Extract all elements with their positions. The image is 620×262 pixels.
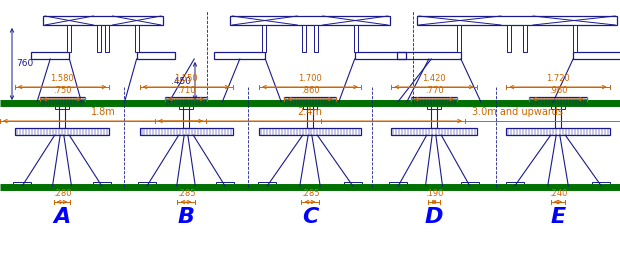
- Bar: [344, 182, 362, 186]
- Text: .285: .285: [177, 189, 195, 198]
- Bar: [179, 105, 193, 109]
- Bar: [215, 52, 265, 59]
- Bar: [551, 105, 565, 109]
- Text: 760: 760: [16, 59, 33, 68]
- Text: A: A: [53, 207, 71, 227]
- Bar: [140, 128, 232, 135]
- Bar: [592, 182, 610, 186]
- Bar: [105, 25, 109, 52]
- Bar: [354, 25, 358, 52]
- Bar: [97, 25, 101, 52]
- Bar: [457, 25, 461, 52]
- Text: 1.8m: 1.8m: [91, 107, 115, 117]
- Bar: [284, 97, 336, 105]
- Bar: [506, 182, 524, 186]
- Bar: [427, 105, 441, 109]
- Text: 1.700: 1.700: [298, 74, 322, 83]
- Text: .770: .770: [425, 86, 443, 95]
- Bar: [55, 105, 69, 109]
- Text: .860: .860: [301, 86, 319, 95]
- Text: E: E: [551, 207, 565, 227]
- Text: 1.580: 1.580: [50, 74, 74, 83]
- Bar: [507, 25, 511, 52]
- Text: D: D: [425, 207, 443, 227]
- Bar: [138, 182, 156, 186]
- Bar: [262, 25, 266, 52]
- Bar: [43, 16, 163, 25]
- Bar: [507, 128, 609, 135]
- Text: 2.4m: 2.4m: [298, 107, 322, 117]
- Bar: [216, 182, 234, 186]
- Bar: [523, 25, 527, 52]
- Text: C: C: [302, 207, 318, 227]
- Bar: [31, 52, 69, 59]
- Bar: [67, 25, 71, 52]
- Bar: [307, 105, 313, 128]
- Text: .750: .750: [53, 86, 71, 95]
- Bar: [230, 16, 390, 25]
- Bar: [397, 52, 461, 59]
- Text: B: B: [177, 207, 195, 227]
- Text: 1.550: 1.550: [174, 74, 198, 83]
- Text: .190: .190: [425, 189, 443, 198]
- Bar: [314, 25, 318, 52]
- Bar: [258, 182, 276, 186]
- Bar: [13, 182, 31, 186]
- Text: .280: .280: [53, 189, 71, 198]
- Bar: [389, 182, 407, 186]
- Text: .285: .285: [301, 189, 319, 198]
- Bar: [135, 25, 139, 52]
- Text: .960: .960: [549, 86, 567, 95]
- Bar: [302, 25, 306, 52]
- Text: 1.420: 1.420: [422, 74, 446, 83]
- Text: 3.0m and upwards: 3.0m and upwards: [471, 107, 562, 117]
- Bar: [303, 105, 317, 109]
- Bar: [461, 182, 479, 186]
- Bar: [573, 52, 620, 59]
- Bar: [136, 52, 175, 59]
- Bar: [391, 128, 477, 135]
- Bar: [183, 105, 189, 128]
- Bar: [573, 25, 577, 52]
- Bar: [259, 128, 361, 135]
- Text: .710: .710: [177, 86, 195, 95]
- Bar: [40, 97, 84, 105]
- Bar: [355, 52, 405, 59]
- Bar: [15, 128, 109, 135]
- Text: .450: .450: [171, 77, 191, 85]
- Text: 1.720: 1.720: [546, 74, 570, 83]
- Bar: [431, 105, 437, 128]
- Bar: [93, 182, 111, 186]
- Text: .240: .240: [549, 189, 567, 198]
- Bar: [417, 16, 617, 25]
- Bar: [165, 97, 207, 105]
- Bar: [555, 105, 561, 128]
- Bar: [411, 97, 457, 105]
- Bar: [529, 97, 587, 105]
- Bar: [59, 105, 65, 128]
